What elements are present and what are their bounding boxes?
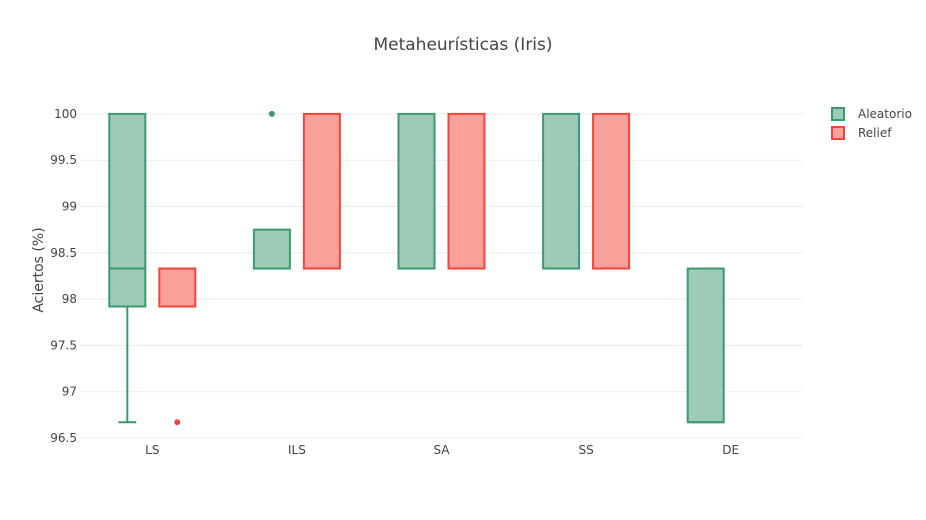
box-sa — [447, 112, 486, 270]
box-ss — [592, 112, 631, 270]
outlier-point[interactable] — [268, 110, 275, 117]
x-tick-label: ILS — [288, 443, 306, 457]
y-axis-title: Aciertos (%) — [31, 227, 47, 312]
legend-label: Aleatorio — [858, 107, 912, 121]
y-tick-label: 100 — [54, 107, 77, 121]
x-tick-label: SA — [433, 443, 450, 457]
box-ls — [108, 112, 147, 424]
legend[interactable]: Aleatorio Relief — [831, 107, 912, 140]
y-tick-label: 99 — [62, 199, 77, 213]
box-ss — [542, 112, 581, 270]
legend-item-aleatorio[interactable]: Aleatorio — [831, 107, 912, 121]
box-ils — [252, 110, 291, 270]
x-tick-label: SS — [578, 443, 593, 457]
y-tick-label: 99.5 — [50, 153, 77, 167]
legend-item-relief[interactable]: Relief — [831, 126, 892, 140]
y-tick-label: 97.5 — [50, 338, 77, 352]
y-tick-label: 97 — [62, 385, 77, 399]
box-sa — [397, 112, 436, 270]
box-body[interactable] — [447, 112, 486, 270]
y-tick-label: 98.5 — [50, 246, 77, 260]
box-body[interactable] — [542, 112, 581, 270]
box-ls — [158, 267, 197, 426]
y-tick-label: 96.5 — [50, 431, 77, 445]
chart-title: Metaheurísticas (Iris) — [373, 35, 552, 55]
x-axis-ticks: LS ILS SA SS DE — [145, 443, 739, 457]
series-aleatorio — [108, 110, 725, 424]
box-body[interactable] — [252, 228, 291, 270]
box-ils — [302, 112, 341, 270]
box-body[interactable] — [592, 112, 631, 270]
box-series — [108, 110, 725, 426]
x-tick-label: DE — [722, 443, 739, 457]
series-relief — [158, 112, 631, 426]
legend-label: Relief — [858, 126, 892, 140]
gridlines — [80, 113, 803, 439]
box-body[interactable] — [686, 267, 725, 424]
x-tick-label: LS — [145, 443, 159, 457]
legend-swatch — [831, 126, 845, 140]
box-body[interactable] — [397, 112, 436, 270]
y-tick-label: 98 — [62, 292, 77, 306]
outlier-point[interactable] — [174, 419, 181, 426]
box-body[interactable] — [108, 112, 147, 308]
box-de — [686, 267, 725, 424]
box-body[interactable] — [158, 267, 197, 308]
y-axis-ticks: 96.5 97 97.5 98 98.5 99 99.5 100 — [50, 107, 77, 445]
box-body[interactable] — [302, 112, 341, 270]
legend-swatch — [831, 107, 845, 121]
